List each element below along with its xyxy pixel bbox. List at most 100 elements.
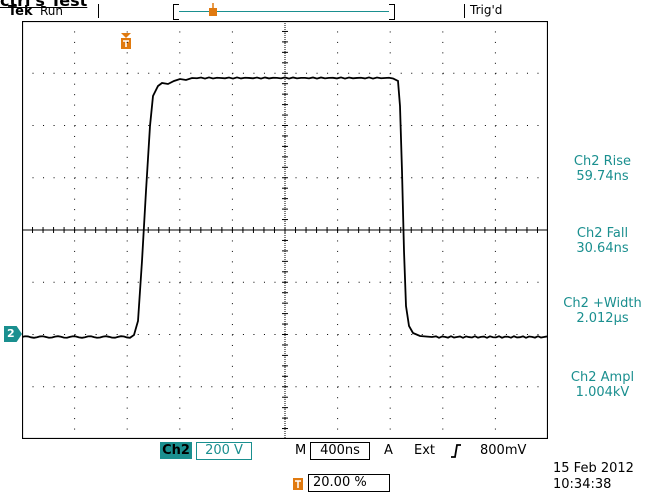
trigger-source[interactable]: Ext <box>414 443 436 458</box>
grid-dot <box>137 72 139 74</box>
grid-dot <box>494 115 496 117</box>
grid-dot <box>231 41 233 43</box>
grid-dot <box>337 250 339 252</box>
grid-dot <box>179 177 181 179</box>
grid-dot <box>306 125 308 126</box>
grid-dot <box>32 177 34 179</box>
grid-dot <box>389 376 391 378</box>
grid-dot <box>337 334 339 335</box>
grid-dot <box>494 135 496 137</box>
grid-dot <box>126 21 128 22</box>
grid-dot <box>211 72 213 74</box>
grid-dot <box>389 407 391 409</box>
grid-dot <box>453 125 455 126</box>
grid-dot <box>526 177 528 179</box>
trigger-position-value[interactable]: 20.00 % <box>308 474 390 492</box>
channel-badge[interactable]: Ch2 <box>160 442 192 459</box>
grid-dot <box>390 125 392 126</box>
grid-dot <box>231 418 233 420</box>
grid-dot <box>263 72 265 74</box>
volts-per-div[interactable]: 200 V <box>196 442 252 460</box>
grid-dot <box>64 386 66 388</box>
grid-dot <box>231 324 233 326</box>
grid-dot <box>22 125 23 126</box>
grid-dot <box>389 21 391 22</box>
grid-dot <box>231 115 233 117</box>
grid-dot <box>179 146 181 148</box>
grid-dot <box>64 334 66 335</box>
grid-dot <box>463 334 465 335</box>
divider <box>98 4 99 18</box>
grid-dot <box>126 355 128 357</box>
grid-dot <box>231 365 233 367</box>
grid-dot <box>126 407 128 409</box>
grid-dot <box>43 386 45 388</box>
grid-dot <box>442 271 444 273</box>
grid-dot <box>43 72 45 74</box>
grid-dot <box>400 177 402 179</box>
grid-dot <box>74 167 76 169</box>
grid-dot <box>358 125 360 126</box>
grid-dot <box>211 334 213 335</box>
grid-dot <box>337 135 339 137</box>
grid-dot <box>53 281 55 283</box>
grid-dot <box>484 177 486 179</box>
grid-dot <box>231 428 233 430</box>
grid-dot <box>74 94 76 96</box>
grid-dot <box>74 418 76 420</box>
trigger-level[interactable]: 800mV <box>480 443 527 458</box>
grid-dot <box>442 386 444 388</box>
time-per-div[interactable]: 400ns <box>310 442 370 460</box>
grid-dot <box>516 177 518 179</box>
grid-dot <box>474 386 476 388</box>
grid-dot <box>442 125 444 126</box>
grid-dot <box>148 281 150 283</box>
grid-dot <box>284 41 286 43</box>
grid-dot <box>484 125 486 126</box>
grid-dot <box>494 292 496 294</box>
grid-dot <box>389 397 391 399</box>
grid-dot <box>327 125 329 126</box>
grid-dot <box>474 177 476 179</box>
grid-dot <box>442 219 444 221</box>
grid-dot <box>74 313 76 315</box>
grid-dot <box>494 41 496 43</box>
channel-2-marker[interactable]: 2 <box>4 326 22 342</box>
grid-dot <box>337 407 339 409</box>
grid-dot <box>179 115 181 117</box>
grid-dot <box>263 177 265 179</box>
grid-dot <box>337 62 339 64</box>
grid-dot <box>74 125 76 126</box>
grid-dot <box>337 292 339 294</box>
grid-dot <box>494 31 496 33</box>
grid-dot <box>295 281 297 283</box>
grid-dot <box>43 281 45 283</box>
grid-dot <box>179 397 181 399</box>
grid-dot <box>432 386 434 388</box>
grid-dot <box>389 198 391 200</box>
grid-dot <box>126 167 128 169</box>
grid-dot <box>442 365 444 367</box>
grid-dot <box>453 334 455 335</box>
grid-dot <box>263 334 265 335</box>
measurement-label: Ch2 +Width <box>563 296 642 311</box>
grid-dot <box>494 355 496 357</box>
grid-dot <box>432 281 434 283</box>
grid-dot <box>337 261 339 263</box>
grid-dot <box>494 313 496 315</box>
grid-dot <box>442 167 444 169</box>
grid-dot <box>253 125 255 126</box>
measurement-width: Ch2 +Width 2.012µs <box>550 296 655 326</box>
grid-dot <box>158 125 160 126</box>
record-length-bar <box>173 4 395 20</box>
grid-dot <box>274 72 276 74</box>
grid-dot <box>337 428 339 430</box>
grid-dot <box>411 281 413 283</box>
grid-dot <box>316 281 318 283</box>
grid-dot <box>390 386 392 388</box>
measurement-label: Ch2 Fall <box>576 226 629 241</box>
grid-dot <box>126 135 128 137</box>
grid-dot <box>74 188 76 190</box>
grid-dot <box>505 386 507 388</box>
grid-dot <box>148 72 150 74</box>
